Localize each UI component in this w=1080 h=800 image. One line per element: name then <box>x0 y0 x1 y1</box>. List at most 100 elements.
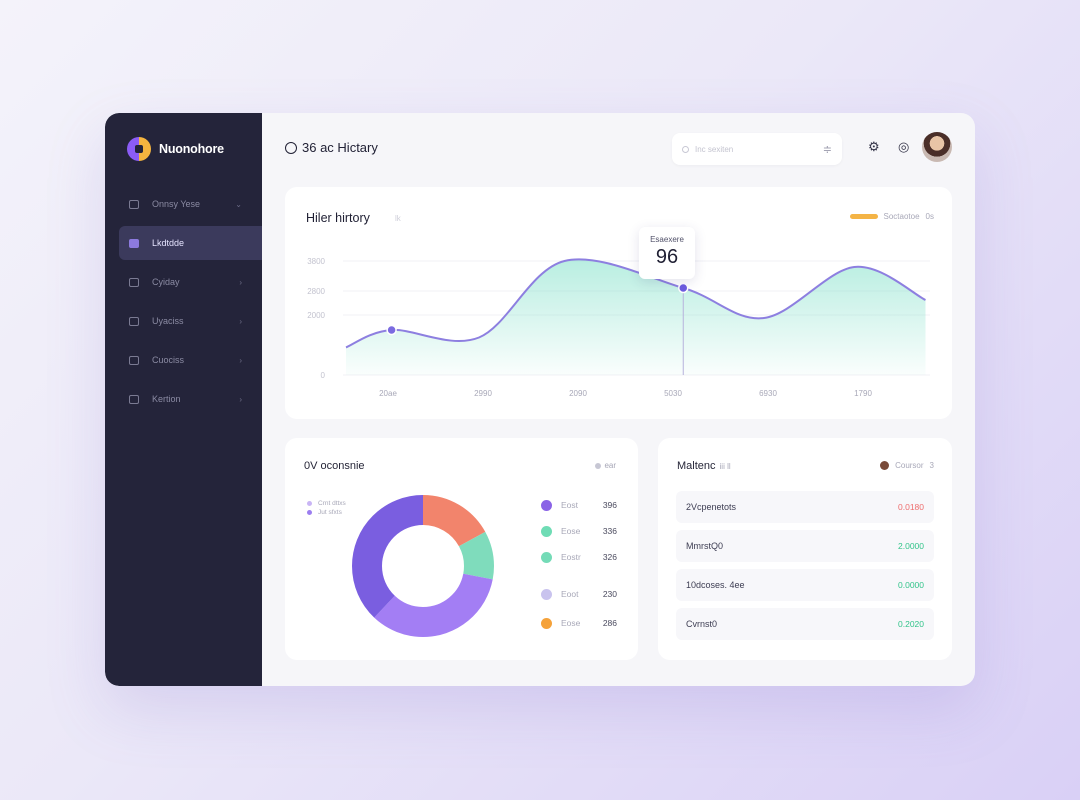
data-point <box>386 324 397 336</box>
x-tick-label: 6930 <box>759 389 777 398</box>
x-tick-label: 20ae <box>379 389 397 398</box>
filter-icon[interactable]: ≑ <box>822 143 832 156</box>
row-name: 2Vcpenetots <box>686 502 737 512</box>
highlight-point <box>678 282 689 294</box>
mini-legend-label: Jut sfxts <box>318 509 342 516</box>
mini-legend-2: Jut sfxts <box>307 509 342 516</box>
y-tick-label: 0 <box>321 371 326 380</box>
donut-legend-item: Eose 286 <box>541 616 617 630</box>
sidebar-item-label: Kertion <box>152 394 181 404</box>
legend-name: Eost <box>561 500 579 510</box>
table-row[interactable]: 10dcoses. 4ee 0.0000 <box>676 569 934 601</box>
y-tick-label: 2000 <box>307 311 325 320</box>
brand[interactable]: Nuonohore <box>127 137 224 161</box>
sidebar-item-2[interactable]: Lkdtdde <box>119 226 262 260</box>
legend-dot <box>307 510 312 515</box>
chevron-right-icon: › <box>239 394 242 404</box>
row-amount: 0.0180 <box>898 502 924 512</box>
legend-label: Soctaotoe <box>883 212 920 221</box>
filter-label: Coursor <box>895 461 924 470</box>
tooltip-label: Esaexere <box>650 235 684 244</box>
chevron-right-icon: › <box>239 277 242 287</box>
sidebar-item-label: Uyaciss <box>152 316 184 326</box>
chart-title: Hiler hirtory <box>306 211 370 225</box>
history-area-chart[interactable]: 0 2000 2800 3800 20ae 2990 2090 5030 6930 1790 <box>285 187 952 419</box>
chip-label: ear <box>604 461 616 470</box>
sidebar-item-1[interactable]: Onnsy Yese ⌄ <box>119 187 262 221</box>
legend-dot <box>541 551 552 563</box>
sidebar-item-label: Onnsy Yese <box>152 199 201 209</box>
donut-chart[interactable] <box>351 494 495 638</box>
donut-segment-purple[interactable] <box>352 495 494 637</box>
donut-legend-item: Eost 396 <box>541 498 617 512</box>
search-input[interactable]: Inc sexiten ≑ <box>672 133 842 165</box>
brand-name: Nuonohore <box>159 142 224 156</box>
chevron-down-icon: ⌄ <box>235 199 242 209</box>
search-icon[interactable] <box>285 141 297 154</box>
chart-legend[interactable]: Soctaotoe 0s <box>849 212 934 221</box>
donut-segment-mint[interactable] <box>352 495 494 637</box>
x-tick-label: 1790 <box>854 389 872 398</box>
history-chart-card: Hiler hirtory lk Soctaotoe 0s 0 2000 2800 3… <box>285 187 952 419</box>
legend-dot <box>541 617 552 629</box>
donut-legend-item: Eoot 230 <box>541 587 617 601</box>
sidebar-item-4[interactable]: Uyaciss › <box>119 304 262 338</box>
sidebar-item-3[interactable]: Cyiday › <box>119 265 262 299</box>
y-tick-label: 2800 <box>307 287 325 296</box>
donut-filter-chip[interactable]: ear <box>595 461 616 470</box>
page-title-text: 36 ac Hictary <box>302 140 378 155</box>
donut-legend-item: Eose 336 <box>541 524 617 538</box>
row-name: MmrstQ0 <box>686 541 723 551</box>
x-tick-label: 2090 <box>569 389 587 398</box>
logo-icon <box>127 137 151 161</box>
transactions-card: Maltenc iii ll Coursor 3 2Vcpenetots 0.01… <box>658 438 952 660</box>
chart-tooltip: Esaexere 96 <box>639 227 695 279</box>
y-tick-label: 3800 <box>307 257 325 266</box>
table-row[interactable]: MmrstQ0 2.0000 <box>676 530 934 562</box>
legend-name: Eose <box>561 618 581 628</box>
legend-name: Eostr <box>561 552 581 562</box>
chevron-right-icon: › <box>239 316 242 326</box>
legend-value: 286 <box>602 618 617 628</box>
x-tick-label: 5030 <box>664 389 682 398</box>
row-name: Cvrnst0 <box>686 619 718 629</box>
sidebar: Nuonohore Onnsy Yese ⌄ Lkdtdde Cyiday › … <box>105 113 262 686</box>
search-placeholder: Inc sexiten <box>695 144 734 154</box>
transactions-filter[interactable]: Coursor 3 <box>880 461 934 470</box>
stack-icon <box>129 355 139 365</box>
page-title: 36 ac Hictary <box>285 140 378 155</box>
filter-dot <box>880 461 890 470</box>
table-row[interactable]: 2Vcpenetots 0.0180 <box>676 491 934 523</box>
mini-legend-label: Crnt dttxs <box>318 500 346 507</box>
row-amount: 2.0000 <box>898 541 924 551</box>
donut-segment-violet[interactable] <box>352 495 494 637</box>
sidebar-item-5[interactable]: Cuociss › <box>119 343 262 377</box>
chat-icon[interactable]: ◎ <box>898 139 910 154</box>
sidebar-nav: Onnsy Yese ⌄ Lkdtdde Cyiday › Uyaciss › … <box>119 187 262 421</box>
x-tick-label: 2990 <box>474 389 492 398</box>
legend-name: Eoot <box>561 589 579 599</box>
sidebar-item-6[interactable]: Kertion › <box>119 382 262 416</box>
legend-dot <box>307 501 312 506</box>
tooltip-value: 96 <box>655 246 679 268</box>
legend-dot <box>541 499 552 511</box>
app-window: Nuonohore Onnsy Yese ⌄ Lkdtdde Cyiday › … <box>105 113 975 686</box>
legend-value: 336 <box>602 526 617 536</box>
swap-icon <box>129 199 139 209</box>
area-fill <box>346 259 926 375</box>
row-amount: 0.2020 <box>898 619 924 629</box>
search-icon <box>682 145 689 153</box>
chevron-right-icon: › <box>239 355 242 365</box>
legend-extra: 0s <box>925 212 934 221</box>
row-amount: 0.0000 <box>898 580 924 590</box>
transactions-title-sub: iii ll <box>719 462 731 471</box>
bar-chart-icon <box>129 394 139 404</box>
series-line <box>345 258 926 349</box>
legend-value: 230 <box>602 589 617 599</box>
settings-icon[interactable]: ⚙ <box>868 139 880 154</box>
table-row[interactable]: Cvrnst0 0.2020 <box>676 608 934 640</box>
donut-legend-item: Eostr 326 <box>541 550 617 564</box>
avatar[interactable] <box>922 132 952 162</box>
legend-name: Eose <box>561 526 581 536</box>
legend-value: 396 <box>602 500 617 510</box>
